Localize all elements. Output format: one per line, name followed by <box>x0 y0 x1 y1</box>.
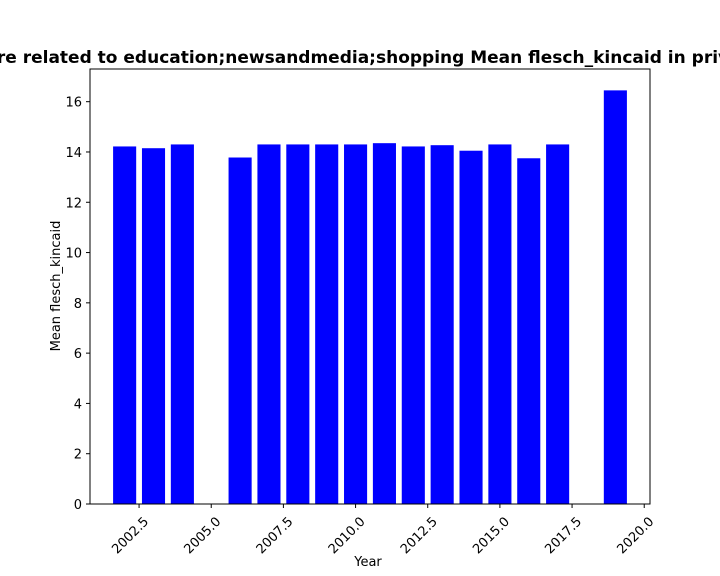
bar-2010 <box>344 144 368 504</box>
x-tick-label: 2002.5 <box>109 514 152 557</box>
bar-2013 <box>430 145 454 504</box>
bar-2002 <box>113 146 137 505</box>
bar-2009 <box>315 144 339 504</box>
y-tick-label: 12 <box>65 196 82 211</box>
bar-2016 <box>517 158 541 504</box>
y-axis: 0 2 4 6 8 10 12 14 16 <box>65 96 90 513</box>
bar-2015 <box>488 144 512 504</box>
bar-2014 <box>459 150 483 504</box>
x-tick-label: 2015.0 <box>470 514 513 557</box>
y-axis-label: Mean flesch_kincaid <box>49 221 64 352</box>
bar-2006 <box>228 157 252 504</box>
x-tick-label: 2012.5 <box>398 514 441 557</box>
x-tick-label: 2017.5 <box>542 514 585 557</box>
bar-2011 <box>372 143 396 504</box>
y-tick-label: 2 <box>74 448 82 463</box>
x-axis: 2002.5 2005.0 2007.5 2010.0 2012.5 2015.0 2017… <box>109 504 657 557</box>
bar-2012 <box>401 146 425 505</box>
x-tick-label: 2020.0 <box>614 514 657 557</box>
plot-frame <box>89 68 651 505</box>
bars-group <box>113 90 627 505</box>
y-tick-label: 6 <box>74 347 82 362</box>
y-tick-label: 0 <box>74 498 82 513</box>
x-tick-label: 2007.5 <box>254 514 297 557</box>
bar-2008 <box>286 144 310 504</box>
chart-title: are related to education;newsandmedia;sh… <box>0 48 720 68</box>
y-tick-label: 14 <box>65 146 82 161</box>
bar-2007 <box>257 144 281 504</box>
bar-2004 <box>170 144 194 504</box>
x-tick-label: 2005.0 <box>182 514 225 557</box>
x-tick-label: 2010.0 <box>326 514 369 557</box>
y-tick-label: 16 <box>65 96 82 111</box>
bar-2017 <box>546 144 570 504</box>
x-axis-label: Year <box>353 555 382 570</box>
y-tick-label: 4 <box>74 397 82 412</box>
y-tick-label: 10 <box>65 247 82 262</box>
y-tick-label: 8 <box>74 297 82 312</box>
bar-2003 <box>141 148 166 504</box>
bar-2019 <box>603 90 627 504</box>
